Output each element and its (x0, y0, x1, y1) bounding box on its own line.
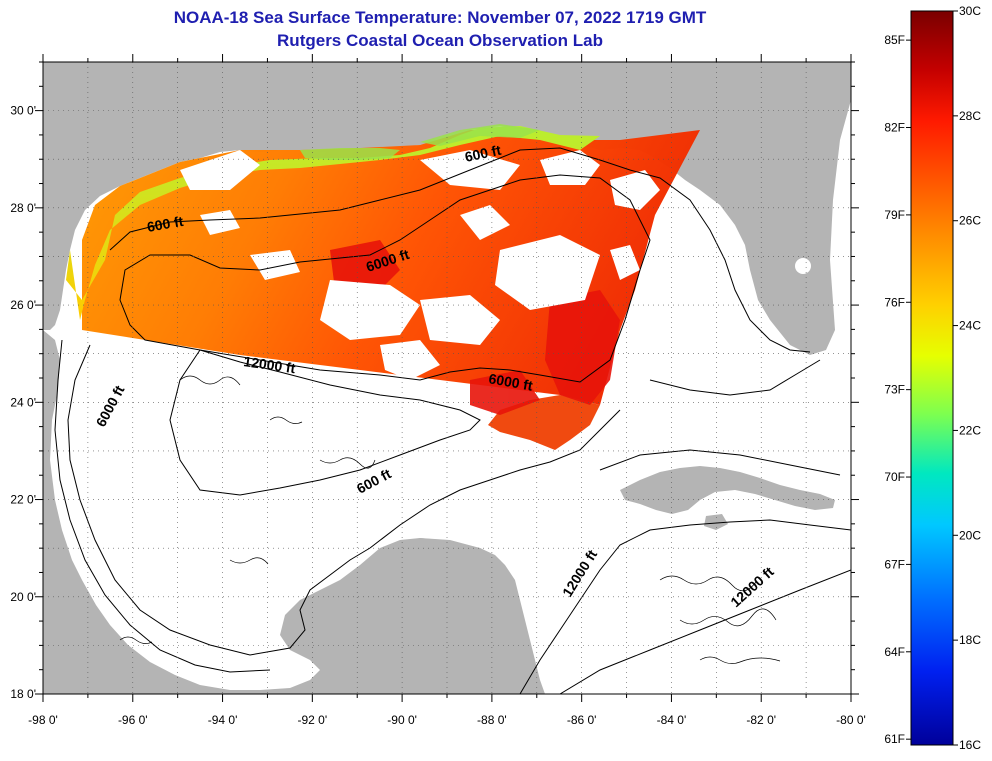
contour-cuba (599, 449, 841, 476)
contour-600ft-south (369, 409, 621, 549)
contour-squiggles (119, 375, 781, 664)
contour-florida (649, 359, 821, 396)
y-tick-label: 28 0' (10, 201, 36, 215)
celsius-label: 26C (959, 214, 981, 228)
celsius-label: 22C (959, 423, 981, 437)
land-us-gulf-coast (43, 62, 851, 355)
x-tick-label: -92 0' (298, 713, 328, 727)
x-tick-label: -86 0' (567, 713, 597, 727)
contour-12000ft (169, 349, 481, 496)
title-line-1: NOAA-18 Sea Surface Temperature: Novembe… (173, 8, 707, 27)
land-yucatan (390, 538, 510, 626)
fahrenheit-label: 82F (884, 121, 905, 135)
x-tick-label: -84 0' (657, 713, 687, 727)
y-tick-label: 30 0' (10, 104, 36, 118)
x-tick-label: -98 0' (28, 713, 58, 727)
x-tick-label: -96 0' (118, 713, 148, 727)
colorbar-celsius-labels: 30C 28C 26C 24C 22C 20C 18C 16C (959, 4, 981, 752)
fahrenheit-label: 67F (884, 557, 905, 571)
contour-6000ft-west (67, 344, 371, 656)
title-line-2: Rutgers Coastal Ocean Observation Lab (277, 31, 603, 50)
fahrenheit-label: 70F (884, 470, 905, 484)
y-tick-label: 24 0' (10, 395, 36, 409)
x-tick-label: -80 0' (836, 713, 866, 727)
celsius-label: 24C (959, 319, 981, 333)
sst-coastal-green (300, 124, 540, 160)
x-tick-label: -90 0' (387, 713, 417, 727)
fahrenheit-label: 61F (884, 732, 905, 746)
fahrenheit-label: 85F (884, 33, 905, 47)
celsius-label: 28C (959, 109, 981, 123)
x-tick-label: -82 0' (746, 713, 776, 727)
colorbar-fahrenheit-labels: 85F 82F 79F 76F 73F 70F 67F 64F 61F (884, 33, 905, 746)
y-axis-labels: 30 0' 28 0' 26 0' 24 0' 22 0' 20 0' 18 0' (10, 104, 36, 701)
y-tick-label: 18 0' (10, 687, 36, 701)
celsius-label: 30C (959, 4, 981, 18)
contour-6000ft (119, 174, 651, 383)
fahrenheit-label: 76F (884, 295, 905, 309)
x-tick-label: -88 0' (477, 713, 507, 727)
celsius-label: 18C (959, 633, 981, 647)
bathymetry-contours (54, 147, 851, 694)
fahrenheit-label: 79F (884, 208, 905, 222)
fahrenheit-label: 64F (884, 645, 905, 659)
land (43, 62, 851, 694)
contour-12000ft-caribbean (519, 519, 851, 694)
y-tick-label: 26 0' (10, 298, 36, 312)
y-tick-label: 20 0' (10, 590, 36, 604)
land-cuba (620, 466, 835, 514)
contour-600ft-west (54, 339, 271, 673)
land-isla-juventud (704, 514, 728, 530)
y-tick-label: 22 0' (10, 493, 36, 507)
x-tick-label: -94 0' (208, 713, 238, 727)
colorbar-gradient (910, 10, 954, 746)
grid (43, 62, 851, 694)
contour-label: 6000 ft (487, 370, 534, 394)
contour-label: 12000 ft (243, 353, 297, 376)
x-axis-labels: -98 0' -96 0' -94 0' -92 0' -90 0' -88 0' -86 … (28, 713, 866, 727)
celsius-label: 16C (959, 738, 981, 752)
colorbar-ticks (906, 10, 958, 746)
contour-label: 600 ft (146, 213, 185, 235)
contour-12000ft-south (559, 569, 851, 694)
celsius-label: 20C (959, 528, 981, 542)
fahrenheit-label: 73F (884, 383, 905, 397)
axis-ticks (35, 54, 859, 702)
contour-600ft-north (109, 147, 811, 353)
